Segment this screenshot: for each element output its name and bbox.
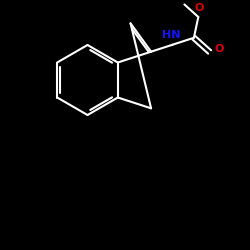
Text: HN: HN [162, 30, 180, 40]
Text: O: O [214, 44, 224, 54]
Text: O: O [195, 3, 204, 13]
